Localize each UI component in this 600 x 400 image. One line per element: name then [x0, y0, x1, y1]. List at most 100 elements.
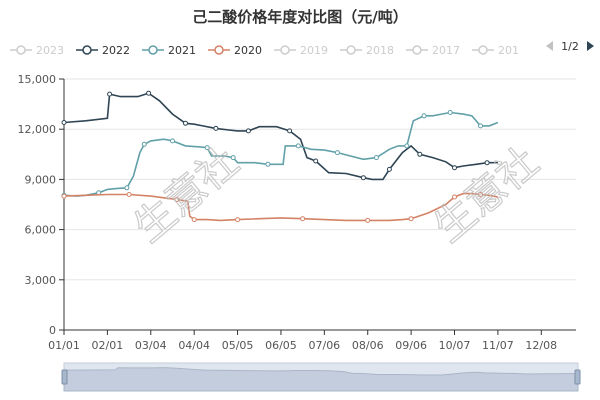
watermarks: 生意社 生意社	[125, 138, 548, 252]
data-point[interactable]	[300, 216, 306, 222]
legend-item-2021[interactable]: 2021	[142, 44, 196, 57]
data-point[interactable]	[61, 193, 67, 199]
legend-marker	[214, 45, 224, 55]
data-point[interactable]	[447, 110, 453, 115]
legend-label: 201	[498, 44, 519, 57]
legend-prev-icon[interactable]	[546, 41, 553, 51]
data-point[interactable]	[213, 125, 219, 131]
data-point[interactable]	[174, 197, 180, 202]
y-tick-label: 9,000	[25, 173, 57, 186]
series-2021	[61, 110, 499, 198]
legend-page-label: 1/2	[561, 40, 579, 53]
legend-item-2017[interactable]: 2017	[406, 44, 460, 57]
x-tick-label: 02/01	[92, 339, 124, 352]
legend-next-icon[interactable]	[587, 41, 594, 51]
data-point[interactable]	[126, 192, 132, 197]
data-point[interactable]	[61, 120, 67, 125]
legend-label: 2017	[432, 44, 460, 57]
legend-label: 2019	[300, 44, 328, 57]
x-tick-label: 01/01	[48, 339, 80, 352]
data-point[interactable]	[204, 145, 210, 151]
data-point[interactable]	[365, 217, 371, 223]
data-point[interactable]	[452, 194, 457, 200]
legend-marker	[280, 45, 290, 55]
data-point[interactable]	[360, 175, 366, 181]
data-point[interactable]	[408, 216, 414, 222]
data-point[interactable]	[191, 217, 197, 223]
legend-item-2023[interactable]: 2023	[10, 44, 64, 57]
legend-marker	[478, 45, 488, 55]
data-point[interactable]	[141, 141, 147, 147]
y-tick-label: 6,000	[25, 224, 57, 237]
legend-label: 2023	[36, 44, 64, 57]
data-point[interactable]	[265, 161, 271, 167]
legend-marker	[148, 45, 158, 55]
data-point[interactable]	[417, 151, 423, 157]
y-tick-label: 12,000	[18, 123, 57, 136]
legend-pager: 1/2	[546, 40, 594, 53]
data-point[interactable]	[245, 128, 251, 134]
data-point[interactable]	[386, 166, 392, 172]
series-line	[63, 111, 499, 197]
data-point[interactable]	[478, 123, 483, 129]
data-point[interactable]	[295, 143, 301, 149]
chart-title: 己二酸价格年度对比图（元/吨）	[192, 8, 407, 26]
data-zoom-handle-left[interactable]	[61, 369, 68, 385]
y-tick-label: 3,000	[25, 274, 57, 287]
legend-item-201[interactable]: 201	[472, 44, 519, 57]
x-tick-label: 11/07	[482, 339, 514, 352]
data-point[interactable]	[452, 165, 457, 171]
data-point[interactable]	[183, 120, 188, 126]
data-point[interactable]	[124, 185, 130, 191]
legend-item-2019[interactable]: 2019	[274, 44, 328, 57]
x-axis-labels: 01/01 02/01 03/04 04/04 05/05 06/05 07/06 08/06…	[48, 330, 557, 352]
data-point[interactable]	[334, 150, 340, 156]
legend-marker	[412, 45, 422, 55]
data-point[interactable]	[235, 217, 241, 223]
series-line	[63, 92, 498, 181]
y-tick-label: 15,000	[18, 73, 57, 86]
x-tick-label: 04/04	[178, 339, 210, 352]
x-tick-label: 12/08	[525, 339, 557, 352]
legend-label: 2021	[168, 44, 196, 57]
data-point[interactable]	[478, 192, 483, 197]
grid-lines	[64, 78, 576, 281]
data-point[interactable]	[313, 158, 319, 164]
x-tick-label: 10/07	[439, 339, 471, 352]
x-tick-label: 06/05	[265, 339, 297, 352]
legend-item-2018[interactable]: 2018	[340, 44, 394, 57]
data-point[interactable]	[107, 91, 113, 97]
series-2020	[61, 192, 499, 223]
x-tick-label: 03/04	[135, 339, 167, 352]
y-axis-labels: 0 3,000 6,000 9,000 12,000 15,000	[18, 73, 64, 337]
x-tick-label: 09/06	[395, 339, 427, 352]
legend-marker	[82, 45, 92, 55]
legend-marker	[16, 45, 26, 55]
data-point[interactable]	[170, 138, 175, 144]
x-tick-label: 05/05	[222, 339, 254, 352]
data-point[interactable]	[230, 155, 236, 161]
data-point[interactable]	[404, 143, 410, 149]
data-zoom-handle-right[interactable]	[574, 369, 581, 385]
legend-item-2022[interactable]: 2022	[76, 44, 130, 57]
legend-label: 2020	[234, 44, 262, 57]
y-tick-label: 0	[49, 324, 56, 337]
legend-item-2020[interactable]: 2020	[208, 44, 262, 57]
data-zoom-preview	[63, 367, 579, 392]
data-point[interactable]	[146, 90, 152, 96]
x-tick-label: 08/06	[352, 339, 384, 352]
series-group	[61, 90, 499, 223]
legend-label: 2018	[366, 44, 394, 57]
data-zoom-slider[interactable]	[61, 362, 581, 392]
data-point[interactable]	[421, 113, 427, 119]
watermark-text: 生意社	[426, 139, 547, 251]
series-2022	[61, 90, 498, 181]
data-point[interactable]	[373, 155, 379, 161]
x-tick-label: 07/06	[308, 339, 340, 352]
data-point[interactable]	[484, 160, 490, 166]
legend: 2023 2022 2021 2020 2019 2018 2017 201	[10, 44, 519, 57]
legend-label: 2022	[102, 44, 130, 57]
data-point[interactable]	[287, 128, 293, 134]
legend-marker	[346, 45, 356, 55]
